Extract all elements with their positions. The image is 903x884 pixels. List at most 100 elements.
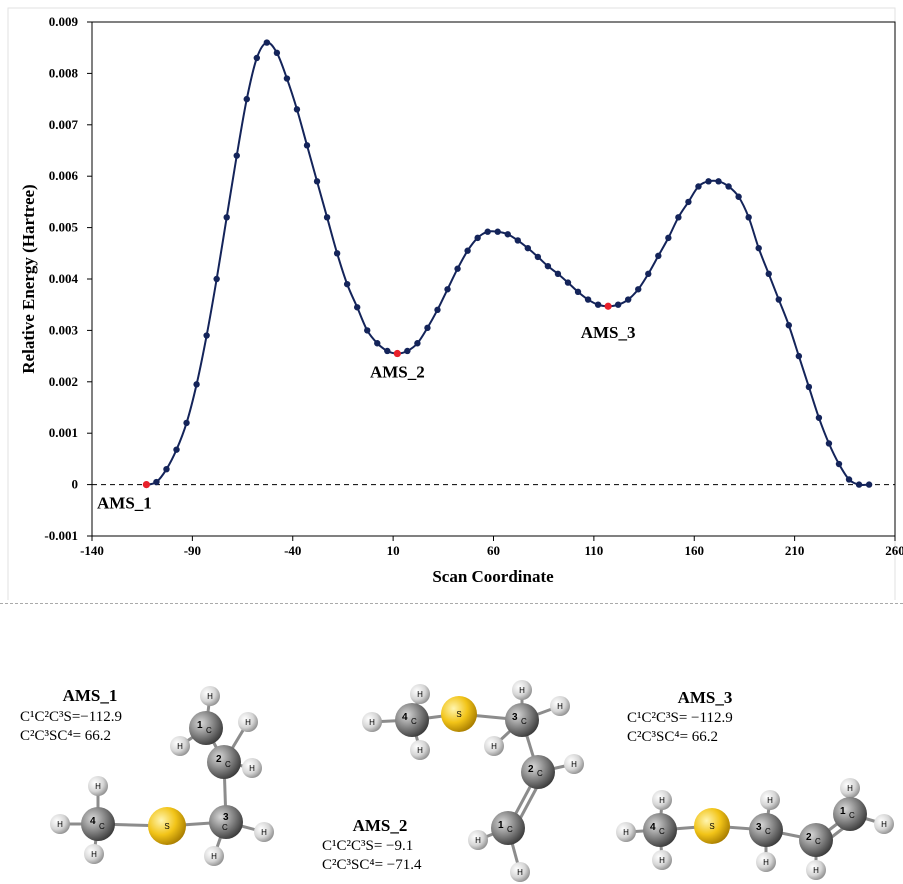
data-point [675,214,682,221]
data-point [835,460,843,468]
svg-text:C: C [411,717,417,726]
svg-text:H: H [517,868,523,877]
svg-text:4: 4 [90,816,96,827]
svg-text:H: H [245,718,251,727]
y-tick-label: 0.001 [49,425,78,440]
data-point [655,252,662,260]
y-axis: -0.001 0 0.001 0.002 0.003 0.004 0.005 0.006 0.0… [44,14,92,543]
svg-text:3: 3 [756,822,762,833]
section-divider [0,603,903,604]
data-point [253,54,261,62]
plot-area [91,21,896,537]
svg-text:H: H [571,760,577,769]
data-point [805,383,813,391]
conformer-ams-3: AMS_3 C¹C²C³S= −112.9 C²C³SC⁴= 66.2 H H … [616,688,894,880]
svg-text:C: C [659,827,665,836]
data-point [404,347,411,355]
svg-text:H: H [659,796,665,805]
svg-text:C: C [507,825,513,834]
x-tick-label: -90 [184,543,201,558]
x-tick-label: 260 [885,543,903,558]
svg-text:2: 2 [216,754,222,765]
svg-text:H: H [763,858,769,867]
data-point [715,178,722,185]
data-point [735,193,742,200]
data-point [685,198,692,206]
data-point [193,381,200,388]
svg-text:H: H [813,866,819,875]
data-point [765,270,772,278]
data-point [574,288,582,296]
svg-text:H: H [519,686,525,695]
data-point [414,340,421,347]
x-tick-label: 160 [685,543,705,558]
data-point [825,440,833,447]
svg-text:2: 2 [528,764,534,775]
svg-text:S: S [164,822,169,831]
data-point [614,301,622,308]
data-point [464,247,471,254]
data-point [333,250,341,257]
x-tick-label: 10 [387,543,400,558]
data-point [474,234,481,242]
conformer-structures: AMS_1 C¹C²C³S=−112.9 C²C³SC⁴= 66.2 H H H… [20,680,894,882]
svg-text:C: C [537,769,543,778]
svg-text:H: H [491,742,497,751]
data-point [203,332,210,339]
svg-text:H: H [659,856,665,865]
data-point [293,106,301,113]
data-point [223,214,230,221]
svg-text:C: C [225,760,231,769]
y-tick-label: 0.006 [49,168,79,183]
data-point [795,352,803,360]
data-point [865,481,873,488]
svg-text:3: 3 [223,812,229,823]
minimum-marker [142,481,151,489]
data-point [323,214,331,221]
svg-text:H: H [211,852,217,861]
svg-text:C: C [206,726,212,735]
svg-text:H: H [95,782,101,791]
data-point [384,347,391,355]
data-point [243,95,250,103]
svg-text:4: 4 [650,822,656,833]
svg-text:1: 1 [840,806,846,817]
data-point [153,478,160,486]
conformer-dihedral-1: C¹C²C³S=−112.9 [20,709,122,725]
svg-text:H: H [207,692,213,701]
data-point [635,286,642,293]
data-point [444,286,451,293]
y-tick-label: 0.009 [49,14,79,29]
data-point [484,228,491,235]
data-point [353,304,361,311]
y-tick-label: 0.002 [49,374,78,389]
x-tick-label: -140 [80,543,104,558]
data-point [534,253,542,261]
y-tick-label: 0.003 [49,322,79,337]
svg-text:4: 4 [402,712,408,723]
svg-text:S: S [709,822,714,831]
data-point [745,214,752,221]
svg-text:H: H [623,828,629,837]
svg-text:1: 1 [197,720,203,731]
data-point [845,476,853,483]
conformer-minima: AMS_1 AMS_2 AMS_3 [97,302,636,513]
data-point [434,306,441,314]
svg-text:C: C [222,823,228,832]
svg-text:H: H [57,820,63,829]
data-point [645,270,652,278]
minimum-label: AMS_1 [97,494,152,513]
svg-text:H: H [369,718,375,727]
y-tick-label: 0.007 [49,117,79,132]
conformer-title: AMS_2 [353,816,408,835]
x-tick-label: 110 [584,543,603,558]
svg-text:C: C [815,837,821,846]
svg-text:H: H [417,746,423,755]
data-point [785,322,793,329]
data-point [665,234,672,242]
conformer-dihedral-2: C²C³SC⁴= 66.2 [627,729,718,745]
svg-text:1: 1 [498,820,504,831]
svg-text:H: H [249,764,255,773]
